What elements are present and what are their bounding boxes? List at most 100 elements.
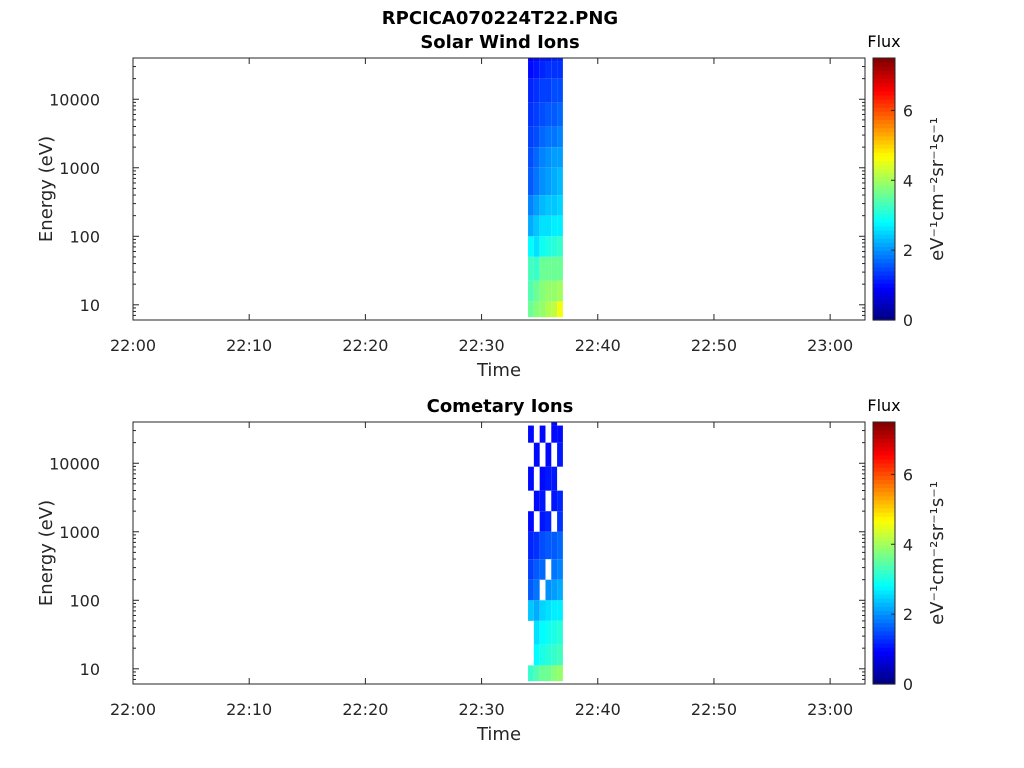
heatmap-cell <box>528 256 534 281</box>
colorbar-segment <box>873 561 895 566</box>
colorbar-segment <box>873 74 895 80</box>
colorbar-segment <box>873 593 895 599</box>
colorbar-tick-label: 4 <box>903 171 913 190</box>
colorbar-segment <box>873 610 895 616</box>
colorbar-segment <box>873 540 895 546</box>
heatmap-cell <box>557 490 563 512</box>
colorbar-segment <box>873 172 895 178</box>
colorbar-segment <box>873 111 895 116</box>
colorbar-segment <box>873 479 895 485</box>
heatmap-cell <box>545 579 552 601</box>
heatmap-cell <box>557 301 563 318</box>
colorbar-segment <box>873 434 895 439</box>
colorbar-segment <box>873 266 895 272</box>
colorbar-segment <box>873 602 895 607</box>
heatmap-cell <box>528 102 534 127</box>
colorbar-segment <box>873 422 895 427</box>
heatmap-cell <box>551 579 558 601</box>
colorbar-segment <box>873 450 895 456</box>
colorbar-segment <box>873 164 895 170</box>
colorbar-segment <box>873 98 895 104</box>
x-axis-label: Time <box>476 724 521 745</box>
colorbar-segment <box>873 193 895 198</box>
heatmap-cell <box>551 167 558 196</box>
colorbar-segment <box>873 103 895 108</box>
colorbar-segment <box>873 454 895 460</box>
heatmap-cell <box>539 102 546 127</box>
colorbar-segment <box>873 225 895 231</box>
heatmap-cell <box>557 442 563 467</box>
heatmap-cell <box>539 147 546 168</box>
colorbar-segment <box>873 311 895 317</box>
heatmap-cell <box>551 61 558 79</box>
colorbar-segment <box>873 667 895 673</box>
x-tick-label: 22:10 <box>226 700 272 719</box>
colorbar-segment <box>873 123 895 129</box>
heatmap-cell <box>551 490 558 512</box>
heatmap-cell <box>539 78 546 103</box>
heatmap-cell <box>539 236 546 257</box>
colorbar-segment <box>873 536 895 542</box>
heatmap-cell <box>539 126 546 148</box>
colorbar-label: eV⁻¹cm⁻²sr⁻¹s⁻¹ <box>927 117 948 261</box>
colorbar-segment <box>873 598 895 603</box>
heatmap-cell <box>533 579 540 601</box>
colorbar-segment <box>873 279 895 284</box>
heatmap-cell <box>557 61 563 79</box>
heatmap-cell <box>551 531 558 560</box>
colorbar-segment <box>873 58 895 63</box>
heatmap-cell <box>533 167 540 196</box>
heatmap-cell <box>551 422 558 426</box>
x-tick-label: 22:20 <box>342 700 388 719</box>
colorbar: 0 2 4 6 <box>872 421 913 694</box>
panel-title: Solar Wind Ions <box>420 32 579 53</box>
heatmap-cell <box>557 236 563 257</box>
colorbar-segment <box>873 663 895 669</box>
heatmap-cell <box>528 236 534 257</box>
colorbar-segment <box>873 62 895 67</box>
colorbar-segment <box>873 483 895 489</box>
colorbar-segment <box>873 487 895 493</box>
heatmap-cell <box>545 195 552 216</box>
heatmap-cell <box>528 61 534 79</box>
colorbar-segment <box>873 246 895 252</box>
heatmap-cell <box>533 301 540 318</box>
x-tick-label: 23:00 <box>807 336 853 355</box>
heatmap-cell <box>557 425 563 443</box>
colorbar-segment <box>873 499 895 505</box>
heatmap-cell <box>545 215 552 237</box>
colorbar-segment <box>873 426 895 431</box>
colorbar-segment <box>873 675 895 681</box>
colorbar-segment <box>873 569 895 575</box>
heatmap-cell <box>533 102 540 127</box>
heatmap-cell <box>557 665 563 682</box>
colorbar-segment <box>873 168 895 174</box>
colorbar-segment <box>873 139 895 145</box>
heatmap-cell <box>551 78 558 103</box>
colorbar-segment <box>873 135 895 141</box>
heatmap-cell <box>545 531 552 560</box>
heatmap-cells <box>528 422 563 682</box>
colorbar-segment <box>873 238 895 243</box>
heatmap-cell <box>551 301 558 318</box>
colorbar-segment <box>873 152 895 157</box>
heatmap-cell <box>551 466 558 491</box>
colorbar-segment <box>873 274 895 280</box>
heatmap-cell <box>551 147 558 168</box>
heatmap-cell <box>545 644 552 666</box>
heatmap-cell <box>545 102 552 127</box>
colorbar-segment <box>873 458 895 464</box>
colorbar-segment <box>873 634 895 640</box>
heatmap-cell <box>533 236 540 257</box>
heatmap-cell <box>557 102 563 127</box>
colorbar-segment <box>873 315 895 321</box>
colorbar-segment <box>873 438 895 444</box>
colorbar-segment <box>873 287 895 292</box>
colorbar-segment <box>873 577 895 583</box>
colorbar-segment <box>873 524 895 530</box>
heatmap-cell <box>539 215 546 237</box>
colorbar-segment <box>873 213 895 219</box>
heatmap-cell <box>545 61 552 79</box>
colorbar-segment <box>873 90 895 96</box>
colorbar-segment <box>873 295 895 301</box>
